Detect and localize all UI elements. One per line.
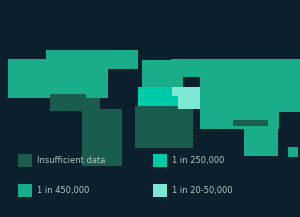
Polygon shape xyxy=(233,120,268,126)
Polygon shape xyxy=(181,101,193,129)
Polygon shape xyxy=(200,77,300,112)
Polygon shape xyxy=(137,87,181,106)
Text: 1 in 20-50,000: 1 in 20-50,000 xyxy=(172,186,232,196)
Polygon shape xyxy=(178,87,200,109)
Polygon shape xyxy=(172,87,181,95)
Polygon shape xyxy=(171,59,300,77)
Polygon shape xyxy=(200,112,279,129)
Polygon shape xyxy=(181,87,196,101)
Polygon shape xyxy=(104,50,137,69)
Text: 1 in 450,000: 1 in 450,000 xyxy=(37,186,89,196)
Polygon shape xyxy=(8,59,108,98)
Polygon shape xyxy=(46,50,104,59)
Polygon shape xyxy=(83,98,100,111)
Polygon shape xyxy=(229,95,268,127)
Polygon shape xyxy=(288,147,298,157)
Text: Insufficient data: Insufficient data xyxy=(37,156,105,165)
Polygon shape xyxy=(82,109,122,166)
Text: 1 in 250,000: 1 in 250,000 xyxy=(172,156,224,165)
Polygon shape xyxy=(142,60,183,90)
Polygon shape xyxy=(244,129,278,156)
Polygon shape xyxy=(50,94,86,111)
Polygon shape xyxy=(135,106,193,148)
